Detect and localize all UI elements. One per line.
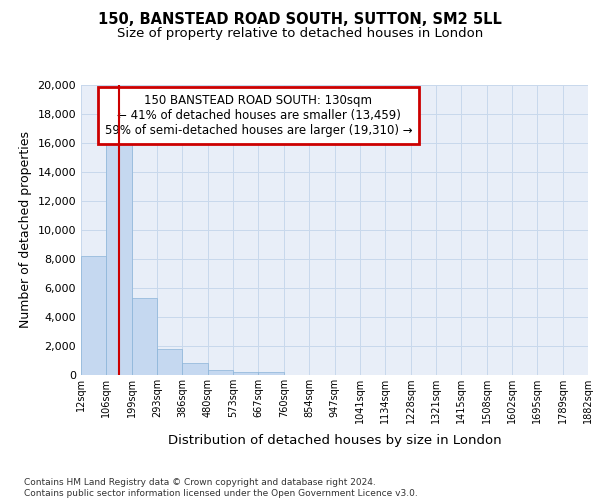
Text: Contains HM Land Registry data © Crown copyright and database right 2024.
Contai: Contains HM Land Registry data © Crown c… (24, 478, 418, 498)
Y-axis label: Number of detached properties: Number of detached properties (19, 132, 32, 328)
Bar (157, 349, 182, 375)
Text: Size of property relative to detached houses in London: Size of property relative to detached ho… (117, 28, 483, 40)
Bar (208, 370, 233, 375)
Bar (233, 372, 259, 375)
Text: 150, BANSTEAD ROAD SOUTH, SUTTON, SM2 5LL: 150, BANSTEAD ROAD SOUTH, SUTTON, SM2 5L… (98, 12, 502, 28)
Bar (182, 364, 208, 375)
Bar (106, 134, 132, 375)
Text: 150 BANSTEAD ROAD SOUTH: 130sqm
← 41% of detached houses are smaller (13,459)
59: 150 BANSTEAD ROAD SOUTH: 130sqm ← 41% of… (104, 94, 412, 136)
Bar (132, 298, 157, 375)
Bar (81, 256, 106, 375)
X-axis label: Distribution of detached houses by size in London: Distribution of detached houses by size … (167, 434, 502, 448)
Bar (259, 372, 284, 375)
